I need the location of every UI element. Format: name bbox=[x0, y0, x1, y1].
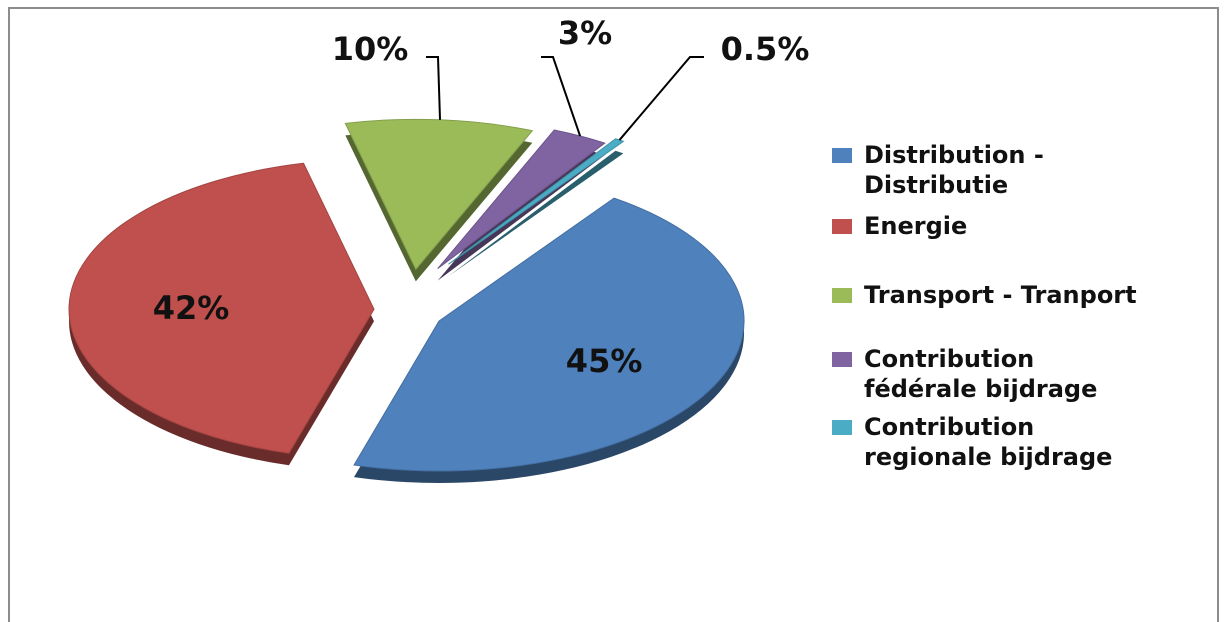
legend-item-energie: Energie bbox=[832, 211, 1217, 241]
data-label-transport: 10% bbox=[332, 30, 409, 68]
legend-item-distribution: Distribution - Distributie bbox=[832, 140, 1217, 200]
leader-line bbox=[426, 56, 442, 120]
legend-label: regionale bijdrage bbox=[864, 443, 1113, 471]
slice-energie bbox=[68, 162, 375, 454]
legend-swatch bbox=[832, 352, 852, 367]
slice-regional-side bbox=[448, 150, 624, 277]
data-labels: 45% 42% 10% 3% 0.5% bbox=[153, 14, 810, 380]
legend-label: Contribution bbox=[864, 413, 1035, 441]
legend-label: Distribution - bbox=[864, 141, 1044, 169]
plot-border bbox=[8, 7, 1219, 622]
leader-line bbox=[541, 56, 582, 137]
legend-swatch bbox=[832, 219, 852, 234]
slices bbox=[68, 118, 745, 484]
legend-label: Energie bbox=[864, 212, 968, 240]
legend-swatch bbox=[832, 148, 852, 163]
legend-swatch bbox=[832, 288, 852, 303]
legend: Distribution - Distributie Energie Trans… bbox=[832, 140, 1217, 472]
legend-swatch bbox=[832, 420, 852, 435]
legend-item-federal: Contribution fédérale bijdrage bbox=[832, 344, 1217, 404]
slice-federal bbox=[437, 129, 606, 270]
data-label-federal: 3% bbox=[558, 14, 612, 52]
leader-line bbox=[618, 56, 704, 141]
data-label-energie: 42% bbox=[153, 289, 230, 327]
legend-label: Transport - Tranport bbox=[864, 281, 1137, 309]
leader-lines bbox=[426, 56, 704, 141]
data-label-distribution: 45% bbox=[566, 342, 643, 380]
legend-label: Contribution bbox=[864, 345, 1035, 373]
slice-distribution bbox=[353, 197, 745, 472]
legend-label: Distributie bbox=[864, 171, 1009, 199]
data-label-regional: 0.5% bbox=[721, 30, 810, 68]
legend-item-regional: Contribution regionale bijdrage bbox=[832, 412, 1217, 472]
legend-label: fédérale bijdrage bbox=[864, 375, 1098, 403]
legend-item-transport: Transport - Tranport bbox=[832, 280, 1217, 310]
